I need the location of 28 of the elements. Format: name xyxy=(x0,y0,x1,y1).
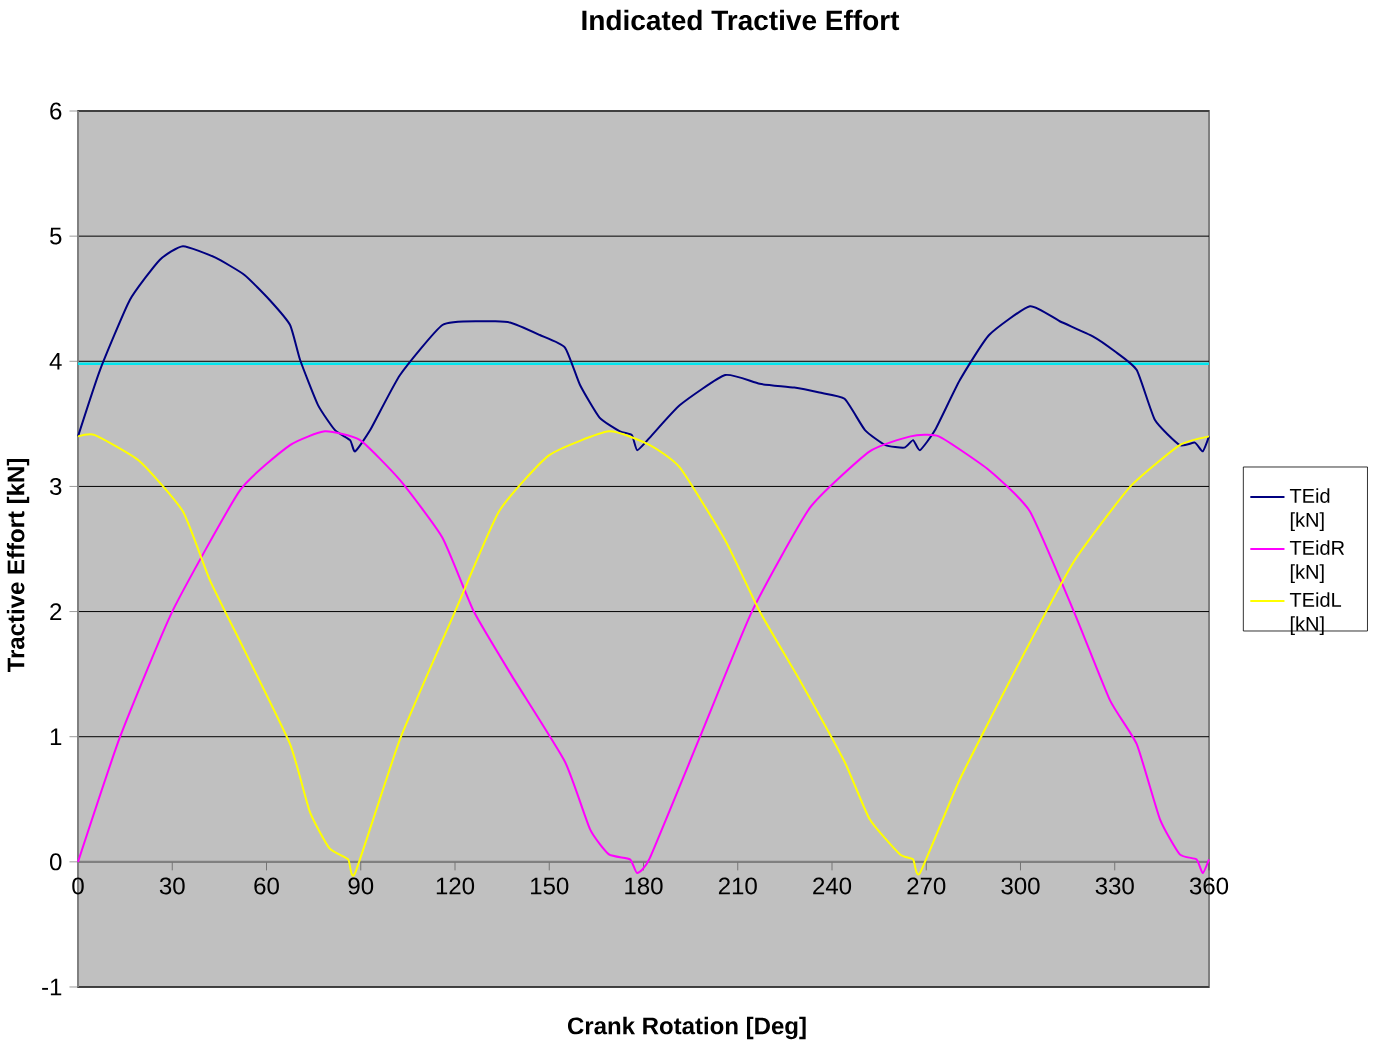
chart-title: Indicated Tractive Effort xyxy=(582,9,900,31)
x-tick-label: 90 xyxy=(348,877,374,895)
line-series xyxy=(77,245,1210,453)
legend-label: TEidL [kN] xyxy=(1289,592,1342,635)
x-tick-label: 330 xyxy=(1095,877,1134,895)
legend-label: TEidR [kN] xyxy=(1289,540,1345,583)
x-tick-label: 120 xyxy=(436,877,475,895)
legend-label: TEid [kN] xyxy=(1289,488,1330,531)
y-tick-label: 0 xyxy=(50,853,62,871)
x-tick-label: 180 xyxy=(625,877,663,895)
x-tick-label: 300 xyxy=(1001,877,1040,895)
y-tick-label: 6 xyxy=(50,102,62,120)
x-axis-title: Crank Rotation [Deg] xyxy=(567,1016,806,1040)
x-tick-label: 0 xyxy=(72,877,84,895)
y-tick-label: 2 xyxy=(50,603,62,620)
x-tick-label: 150 xyxy=(531,877,569,895)
y-axis-title: Tractive Effort [kN] xyxy=(6,459,30,673)
x-tick-label: 360 xyxy=(1189,877,1229,895)
y-tick-label: 3 xyxy=(49,477,62,495)
x-tick-label: 30 xyxy=(159,877,185,895)
y-tick-label: 5 xyxy=(50,227,62,245)
y-tick-label: -1 xyxy=(42,978,62,996)
x-tick-label: 60 xyxy=(254,877,279,895)
y-tick-label: 1 xyxy=(50,728,62,746)
x-tick-label: 240 xyxy=(813,877,852,895)
x-tick-label: 210 xyxy=(718,877,757,895)
x-tick-label: 270 xyxy=(907,877,946,895)
y-tick-label: 4 xyxy=(49,353,62,370)
